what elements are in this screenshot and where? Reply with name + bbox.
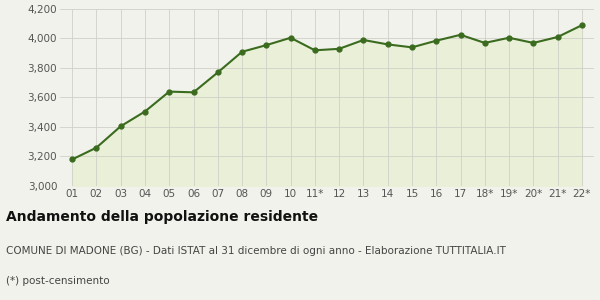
Text: Andamento della popolazione residente: Andamento della popolazione residente [6, 210, 318, 224]
Text: COMUNE DI MADONE (BG) - Dati ISTAT al 31 dicembre di ogni anno - Elaborazione TU: COMUNE DI MADONE (BG) - Dati ISTAT al 31… [6, 246, 506, 256]
Text: (*) post-censimento: (*) post-censimento [6, 276, 110, 286]
